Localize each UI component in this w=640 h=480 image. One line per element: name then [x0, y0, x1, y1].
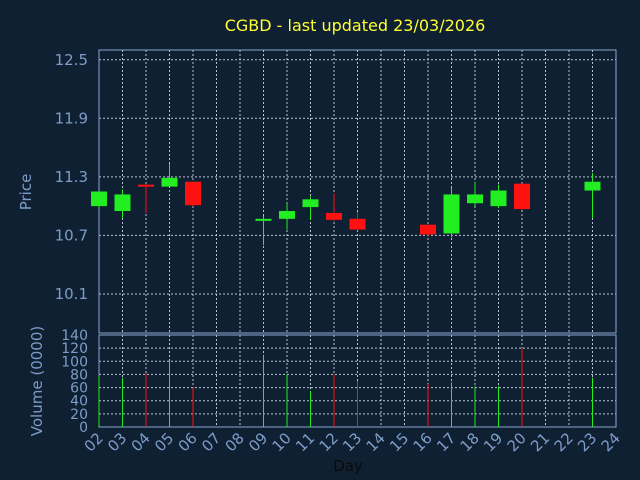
candle — [114, 189, 131, 218]
price-tick-label: 10.1 — [55, 285, 88, 303]
price-tick-label: 10.7 — [55, 226, 88, 244]
candle-body — [349, 218, 366, 230]
candle — [91, 191, 107, 209]
chart-title: CGBD - last updated 23/03/2026 — [225, 16, 486, 35]
candle — [514, 183, 530, 211]
candle-body — [302, 199, 319, 208]
candle — [138, 183, 154, 213]
volume-tick-label: 60 — [70, 381, 88, 397]
candle-body — [514, 183, 530, 210]
candle-body — [91, 191, 107, 207]
candle-body — [490, 190, 507, 207]
candle-body — [255, 218, 272, 221]
candle-body — [161, 177, 178, 187]
candle — [161, 164, 178, 187]
volume-tick-label: 40 — [70, 394, 88, 410]
volume-tick-label: 140 — [61, 328, 88, 344]
candle — [279, 203, 295, 230]
candle — [349, 211, 366, 231]
candle — [490, 184, 507, 209]
candle — [420, 224, 436, 237]
candle-body — [138, 184, 154, 187]
x-axis-ticks: 0203040506070809101112131415161718192021… — [81, 429, 624, 455]
x-axis-label: Day — [333, 457, 363, 475]
candle — [255, 215, 272, 246]
candle-body — [467, 194, 483, 204]
candle-body — [279, 211, 295, 219]
volume-tick-label: 0 — [79, 420, 88, 436]
price-tick-label: 12.5 — [55, 51, 88, 69]
price-axis-ticks: 12.5 11.9 11.3 10.7 10.1 — [55, 51, 88, 303]
candles — [91, 164, 601, 246]
candle — [326, 193, 342, 221]
volume-tick-label: 20 — [70, 407, 88, 423]
volume-tick-label: 80 — [70, 367, 88, 383]
price-axis-label: Price — [17, 174, 35, 211]
volume-tick-label: 100 — [61, 354, 88, 370]
candle — [467, 181, 483, 207]
candle-body — [420, 224, 436, 235]
volume-axis-label: Volume (0000) — [28, 326, 46, 436]
volume-bars — [98, 348, 593, 427]
volume-tick-label: 120 — [61, 341, 88, 357]
candle — [185, 181, 201, 207]
candle-body — [114, 194, 131, 212]
candle-body — [584, 181, 601, 191]
candle-body — [326, 212, 342, 220]
candle-body — [443, 194, 460, 234]
candle — [584, 172, 601, 218]
price-tick-label: 11.9 — [55, 109, 88, 127]
candle-body — [185, 181, 201, 206]
candle — [302, 196, 319, 220]
price-tick-label: 11.3 — [55, 168, 88, 186]
candle — [443, 187, 460, 238]
